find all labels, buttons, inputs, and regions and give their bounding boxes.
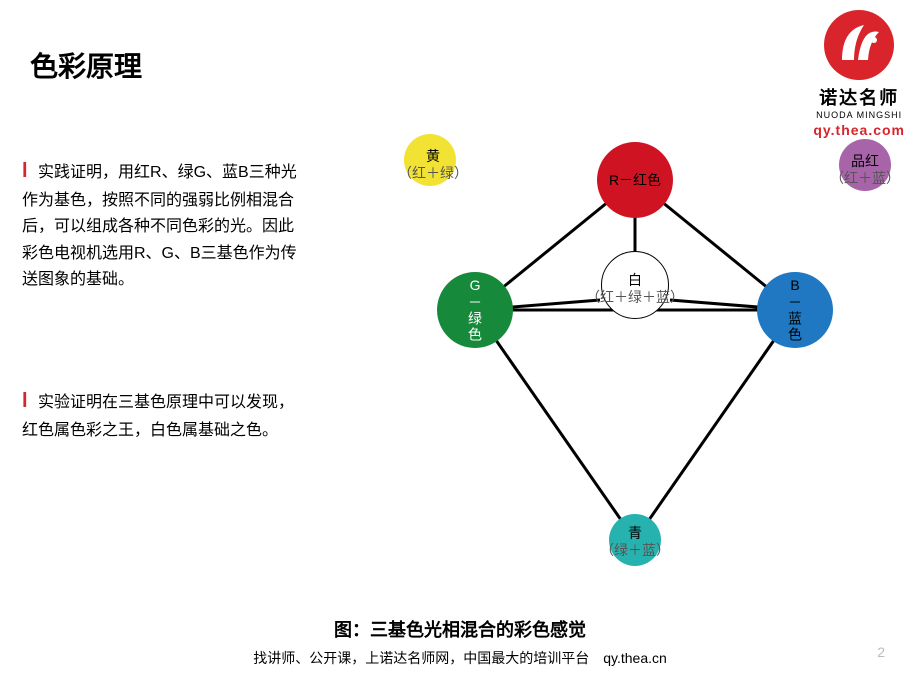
label-magenta: 品红（红＋蓝） bbox=[810, 153, 920, 187]
paragraph-1-text: 实践证明，用红R、绿G、蓝B三种光作为基色，按照不同的强弱比例相混合后，可以组成… bbox=[22, 164, 297, 288]
bullet-icon: l bbox=[22, 160, 28, 182]
label-cyan: 青（绿＋蓝） bbox=[580, 525, 690, 559]
label-yellow: 黄（红＋绿） bbox=[378, 148, 488, 182]
bullet-icon: l bbox=[22, 390, 28, 412]
logo-name: 诺达名师 bbox=[813, 84, 905, 110]
paragraph-2-text: 实验证明在三基色原理中可以发现，红色属色彩之王，白色属基础之色。 bbox=[22, 394, 294, 439]
page-number: 2 bbox=[877, 644, 885, 660]
page-title: 色彩原理 bbox=[30, 45, 142, 85]
color-mixing-diagram: R－红色G－绿色B－蓝色白（红＋绿＋蓝）黄（红＋绿）品红（红＋蓝）青（绿＋蓝） bbox=[385, 130, 885, 560]
logo-subtitle: NUODA MINGSHI bbox=[813, 110, 905, 120]
node-green: G－绿色 bbox=[437, 272, 513, 348]
diagram-caption: 图：三基色光相混合的彩色感觉 bbox=[0, 616, 920, 642]
node-red: R－红色 bbox=[597, 142, 673, 218]
brand-logo: 诺达名师 NUODA MINGSHI qy.thea.com bbox=[813, 10, 905, 138]
page-footer: 找讲师、公开课，上诺达名师网，中国最大的培训平台 qy.thea.cn bbox=[0, 648, 920, 668]
paragraph-2: l 实验证明在三基色原理中可以发现，红色属色彩之王，白色属基础之色。 bbox=[22, 385, 307, 444]
node-blue: B－蓝色 bbox=[757, 272, 833, 348]
logo-icon bbox=[824, 10, 894, 80]
label-white: 白（红＋绿＋蓝） bbox=[580, 272, 690, 306]
paragraph-1: l 实践证明，用红R、绿G、蓝B三种光作为基色，按照不同的强弱比例相混合后，可以… bbox=[22, 155, 307, 294]
